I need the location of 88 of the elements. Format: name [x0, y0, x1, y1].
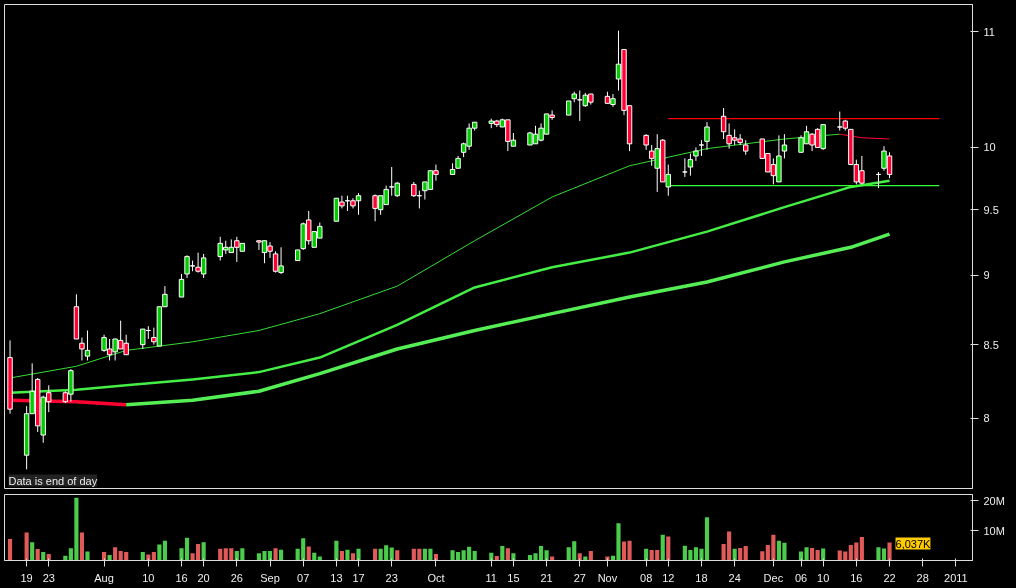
bar [79, 532, 85, 561]
bar [201, 542, 206, 561]
bar [162, 540, 167, 561]
x-tick-label: Sep [260, 571, 280, 584]
bar [660, 534, 665, 561]
y-tick-label: 8.5 [983, 338, 999, 351]
x-tick-label: 15 [507, 571, 520, 584]
x-tick-label: 22 [883, 571, 896, 584]
x-tick-label: 23 [42, 571, 55, 584]
line-series [124, 232, 892, 407]
candlestick [704, 121, 710, 151]
bar [760, 551, 765, 561]
x-tick-label: 20 [197, 571, 210, 584]
x-tick-label: 17 [352, 571, 365, 584]
annotation: Data is end of day [8, 474, 98, 487]
candlestick [687, 153, 694, 177]
x-tick-label: 28 [916, 571, 929, 584]
y-tick-label: 10M [983, 524, 1005, 537]
x-tick-label: 12 [662, 571, 675, 584]
bar [30, 542, 35, 561]
bar [345, 549, 350, 561]
x-tick-label: 13 [330, 571, 343, 584]
x-tick-label: Nov [597, 571, 618, 584]
bar [157, 544, 162, 561]
bar [472, 550, 477, 561]
bar [334, 540, 339, 561]
x-tick-label: 16 [175, 571, 188, 584]
x-tick-label: 10 [817, 571, 830, 584]
x-tick-label: 27 [573, 571, 586, 584]
x-tick-label: 2011 [944, 571, 968, 584]
bar [151, 552, 156, 561]
bar [140, 552, 145, 561]
candlestick [84, 329, 91, 361]
bar [85, 551, 90, 561]
bar [505, 548, 510, 561]
x-tick-label: 10 [142, 571, 155, 584]
candlestick [720, 107, 727, 140]
bar [107, 555, 112, 561]
bar [373, 548, 378, 561]
x-tick-label: 08 [640, 571, 653, 584]
x-tick-label: Aug [94, 571, 114, 584]
x-tick-label: 06 [794, 571, 808, 584]
bar [24, 532, 29, 561]
candlestick [178, 273, 185, 298]
bar [738, 547, 743, 561]
bar [859, 537, 864, 561]
bar [588, 550, 593, 561]
x-tick-label: 19 [20, 571, 33, 584]
x-tick-label: 26 [230, 571, 243, 584]
bar [356, 548, 361, 561]
bar [273, 548, 278, 561]
y-tick-label: 20M [983, 494, 1005, 507]
bar [306, 546, 311, 561]
bar [41, 552, 46, 561]
x-tick-label: 07 [297, 571, 310, 584]
bar [666, 536, 671, 561]
annotation: 6,037K [895, 537, 932, 550]
candlestick [693, 146, 699, 162]
candlestick [79, 337, 85, 361]
y-tick-label: 11 [983, 25, 995, 38]
bar [35, 549, 40, 561]
bar [350, 553, 356, 561]
x-tick-label: 18 [695, 571, 708, 584]
x-tick-label: 23 [385, 571, 398, 584]
bar [511, 553, 516, 561]
bar [743, 546, 748, 561]
x-tick-label: Dec [763, 571, 784, 584]
y-tick-label: 8 [983, 412, 990, 425]
bar [577, 553, 582, 561]
y-tick-label: 10 [983, 141, 996, 154]
bar [113, 547, 118, 561]
x-tick-label: Oct [427, 571, 445, 584]
candlestick [781, 133, 788, 159]
bar [7, 538, 13, 561]
bar [339, 550, 344, 561]
y-tick-label: 9 [983, 269, 990, 282]
x-tick-label: 24 [728, 571, 741, 584]
bar [544, 550, 549, 561]
bar [887, 542, 892, 561]
x-tick-label: 11 [485, 571, 497, 584]
x-tick-label: 21 [540, 571, 553, 584]
bar [218, 548, 223, 561]
bar [815, 550, 820, 561]
bar [395, 550, 400, 561]
y-tick-label: 9.5 [983, 203, 999, 216]
bar [810, 547, 815, 561]
x-tick-label: 16 [850, 571, 863, 584]
bar [500, 546, 505, 561]
